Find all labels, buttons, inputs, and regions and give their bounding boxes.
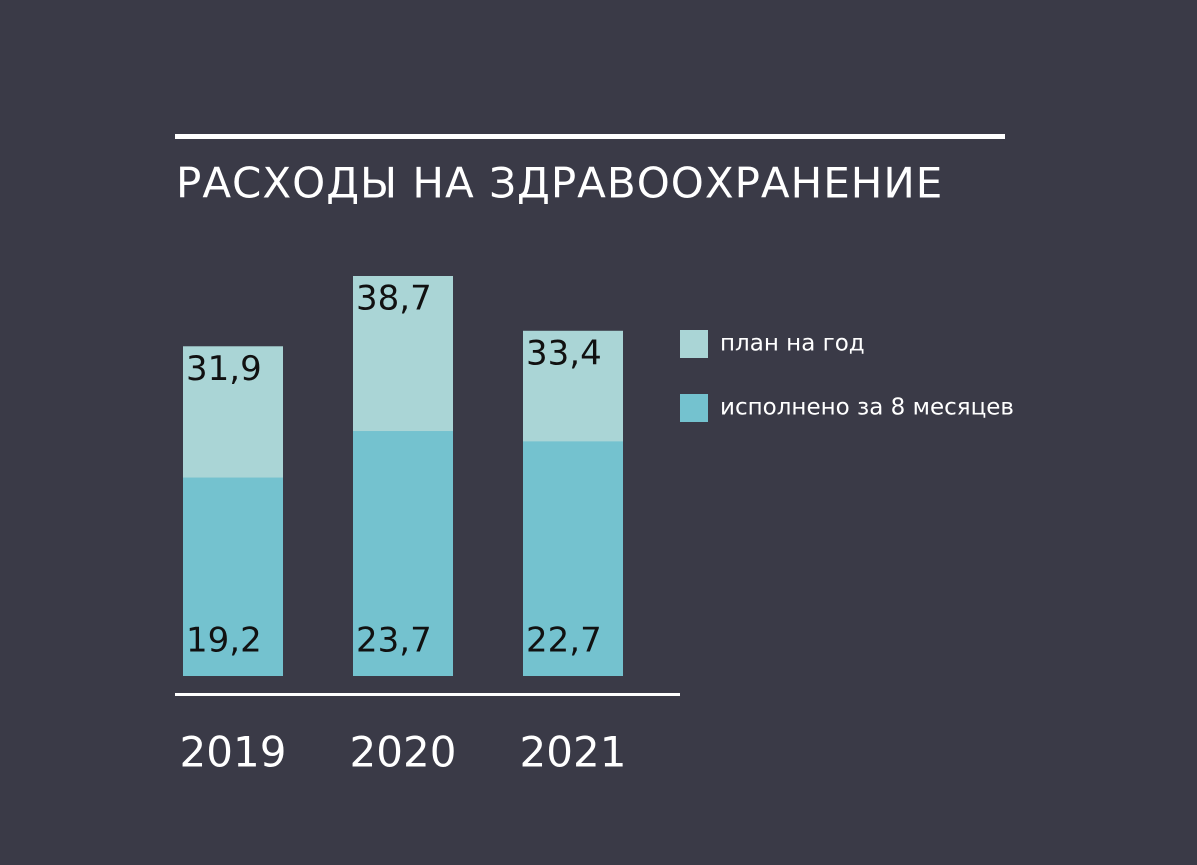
- value-label: 31,9: [186, 349, 262, 389]
- bar: [523, 441, 623, 676]
- chart-title: РАСХОДЫ НА ЗДРАВООХРАНЕНИЕ: [176, 159, 943, 208]
- value-label: 38,7: [356, 279, 432, 319]
- value-label: 33,4: [526, 333, 602, 373]
- baseline: [175, 693, 680, 696]
- x-tick-label: 2019: [180, 728, 287, 777]
- legend-swatch: [680, 394, 708, 422]
- value-label: 22,7: [526, 621, 602, 661]
- legend-label: план на год: [720, 331, 865, 357]
- value-label: 19,2: [186, 621, 262, 661]
- value-label: 23,7: [356, 621, 432, 661]
- bar: [353, 431, 453, 676]
- x-tick-label: 2020: [350, 728, 457, 777]
- legend-swatch: [680, 330, 708, 358]
- legend-label: исполнено за 8 месяцев: [720, 395, 1014, 421]
- bar: [183, 477, 283, 676]
- title-rule: [175, 134, 1005, 139]
- x-tick-label: 2021: [520, 728, 627, 777]
